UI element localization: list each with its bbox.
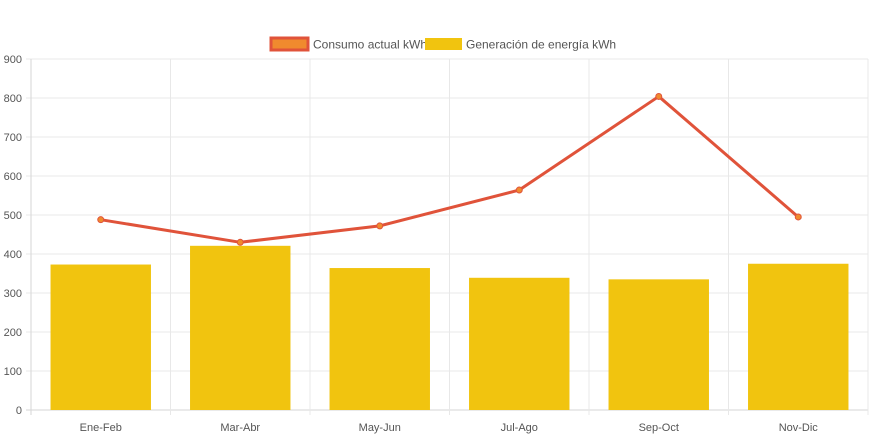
x-tick-label: Nov-Dic	[779, 422, 819, 434]
x-tick-label: Sep-Oct	[639, 422, 679, 434]
y-axis: 0 100 200 300 400 500 600 700 800 900	[4, 54, 22, 417]
x-tick-label: Mar-Abr	[220, 422, 260, 434]
bar-jul-ago[interactable]	[469, 277, 570, 410]
legend: Consumo actual kWh Generación de energía…	[269, 36, 616, 52]
consumo-line	[100, 94, 800, 244]
y-tick-label: 0	[16, 405, 22, 417]
bar-sep-oct[interactable]	[608, 279, 709, 410]
x-axis: Ene-Feb Mar-Abr May-Jun Jul-Ago Sep-Oct Nov-D…	[80, 422, 819, 434]
y-tick-label: 300	[4, 288, 22, 300]
y-tick-label: 400	[4, 249, 22, 261]
bar-may-jun[interactable]	[329, 268, 430, 410]
line-point-ene-feb[interactable]	[97, 216, 105, 224]
legend-swatch-generacion	[425, 38, 462, 50]
y-tick-label: 700	[4, 132, 22, 144]
y-tick-label: 200	[4, 327, 22, 339]
bar-nov-dic[interactable]	[748, 263, 849, 410]
line-series	[97, 92, 802, 246]
line-point-may-jun[interactable]	[376, 222, 384, 230]
y-tick-label: 100	[4, 366, 22, 378]
x-tick-label: Jul-Ago	[501, 422, 538, 434]
legend-swatch-consumo	[269, 36, 310, 52]
y-tick-label: 900	[4, 54, 22, 66]
bar-series	[50, 245, 849, 410]
line-point-nov-dic[interactable]	[794, 213, 802, 221]
y-tick-label: 500	[4, 210, 22, 222]
line-point-jul-ago[interactable]	[515, 186, 523, 194]
legend-label-consumo: Consumo actual kWh	[313, 38, 427, 52]
bar-ene-feb[interactable]	[50, 264, 151, 410]
y-tick-label: 600	[4, 171, 22, 183]
x-tick-label: Ene-Feb	[80, 422, 122, 434]
legend-item-generacion[interactable]: Generación de energía kWh	[425, 38, 616, 52]
line-point-mar-abr[interactable]	[236, 238, 244, 246]
line-point-sep-oct[interactable]	[655, 92, 663, 100]
y-tick-label: 800	[4, 93, 22, 105]
legend-label-generacion: Generación de energía kWh	[466, 38, 616, 52]
bar-mar-abr[interactable]	[190, 245, 291, 410]
x-tick-label: May-Jun	[359, 422, 401, 434]
legend-item-consumo[interactable]: Consumo actual kWh	[269, 36, 427, 52]
grid	[26, 58, 869, 415]
